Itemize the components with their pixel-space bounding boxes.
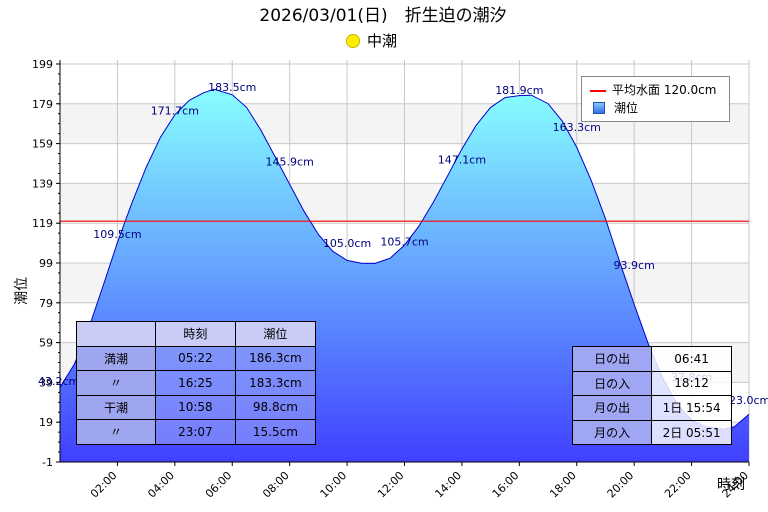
mean-line-swatch bbox=[590, 89, 606, 92]
table-row: 〃 16:25 183.3cm bbox=[75, 370, 317, 396]
row-label: 干潮 bbox=[75, 394, 157, 420]
legend-item-tide: 潮位 bbox=[590, 100, 638, 116]
x-tick-label: 20:00 bbox=[605, 469, 637, 501]
y-tick-label: 119 bbox=[32, 217, 53, 230]
row-label: 日の入 bbox=[571, 370, 653, 396]
data-label: 163.3cm bbox=[553, 121, 601, 134]
table-header-level: 潮位 bbox=[234, 321, 317, 347]
table-row: 月の入 2日 05:51 bbox=[571, 419, 732, 445]
y-tick-label: 79 bbox=[39, 297, 53, 310]
y-axis-title: 潮位 bbox=[14, 277, 30, 305]
chart-title: 2026/03/01(日) 折生迫の潮汐 bbox=[259, 6, 506, 26]
chart-legend: 平均水面 120.0cm 潮位 bbox=[581, 76, 730, 122]
tide-curve bbox=[59, 88, 750, 430]
x-tick-label: 16:00 bbox=[490, 469, 522, 501]
table-header-row: 時刻 潮位 bbox=[75, 321, 317, 347]
y-tick-label: 139 bbox=[32, 177, 53, 190]
value-cell: 1日 15:54 bbox=[651, 395, 732, 421]
x-tick-label: 12:00 bbox=[375, 469, 407, 501]
level-cell: 98.8cm bbox=[234, 394, 317, 420]
tide-area-swatch bbox=[593, 101, 605, 114]
y-tick-label: 99 bbox=[39, 257, 53, 270]
time-cell: 23:07 bbox=[155, 419, 236, 445]
legend-label-tide: 潮位 bbox=[614, 101, 639, 115]
data-label: 181.9cm bbox=[495, 84, 543, 97]
table-header-time: 時刻 bbox=[155, 321, 236, 347]
x-tick-label: 14:00 bbox=[432, 469, 464, 501]
data-label: 43.2cm bbox=[38, 375, 79, 388]
x-tick-label: 10:00 bbox=[318, 469, 350, 501]
data-label: 147.1cm bbox=[438, 153, 486, 166]
legend-item-mean-water-level: 平均水面 120.0cm bbox=[590, 82, 716, 98]
x-tick-label: 18:00 bbox=[547, 469, 579, 501]
table-row: 月の出 1日 15:54 bbox=[571, 395, 732, 421]
y-tick-label: 39 bbox=[39, 376, 53, 389]
row-label: 〃 bbox=[75, 370, 157, 396]
legend-label-mean: 平均水面 120.0cm bbox=[612, 83, 717, 97]
row-label: 日の出 bbox=[571, 346, 653, 372]
time-cell: 10:58 bbox=[155, 394, 236, 420]
table-row: 日の出 06:41 bbox=[571, 346, 732, 372]
y-tick-label: 159 bbox=[32, 138, 53, 151]
row-label: 満潮 bbox=[75, 345, 157, 371]
table-header-blank bbox=[75, 321, 157, 347]
data-label: 171.7cm bbox=[151, 104, 199, 117]
x-tick-label: 22:00 bbox=[662, 469, 694, 501]
level-cell: 15.5cm bbox=[234, 419, 317, 445]
y-tick-label: -1 bbox=[42, 456, 53, 469]
table-row: 日の入 18:12 bbox=[571, 370, 732, 396]
x-axis-title: 時刻 bbox=[717, 477, 745, 493]
tide-type-label: 中潮 bbox=[367, 32, 397, 50]
x-tick-label: 06:00 bbox=[203, 469, 235, 501]
row-label: 〃 bbox=[75, 419, 157, 445]
level-cell: 183.3cm bbox=[234, 370, 317, 396]
y-tick-label: 199 bbox=[32, 58, 53, 71]
x-tick-label: 04:00 bbox=[145, 469, 177, 501]
sun-moon-table: 日の出 06:41 日の入 18:12 月の出 1日 15:54 月の入 2日 … bbox=[571, 346, 732, 445]
high-low-tide-table: 時刻 潮位 満潮 05:22 186.3cm 〃 16:25 183.3cm 干… bbox=[75, 321, 317, 445]
y-tick-label: 59 bbox=[39, 337, 53, 350]
data-label: 145.9cm bbox=[266, 156, 314, 169]
y-tick-label: 19 bbox=[39, 416, 53, 429]
y-tick-label: 179 bbox=[32, 98, 53, 111]
data-label: 93.9cm bbox=[614, 259, 655, 272]
x-tick-label: 02:00 bbox=[88, 469, 120, 501]
data-label: 105.0cm bbox=[323, 237, 371, 250]
value-cell: 06:41 bbox=[651, 346, 732, 372]
table-row: 〃 23:07 15.5cm bbox=[75, 419, 317, 445]
value-cell: 2日 05:51 bbox=[651, 419, 732, 445]
row-label: 月の入 bbox=[571, 419, 653, 445]
data-label: 105.7cm bbox=[380, 236, 428, 249]
data-label: 183.5cm bbox=[208, 81, 256, 94]
data-label: 23.0cm bbox=[729, 394, 768, 407]
time-cell: 16:25 bbox=[155, 370, 236, 396]
row-label: 月の出 bbox=[571, 395, 653, 421]
data-label: 109.5cm bbox=[93, 228, 141, 241]
time-cell: 05:22 bbox=[155, 345, 236, 371]
level-cell: 186.3cm bbox=[234, 345, 317, 371]
x-tick-label: 08:00 bbox=[260, 469, 292, 501]
table-row: 干潮 10:58 98.8cm bbox=[75, 394, 317, 420]
value-cell: 18:12 bbox=[651, 370, 732, 396]
table-row: 満潮 05:22 186.3cm bbox=[75, 345, 317, 371]
moon-phase-icon bbox=[346, 34, 360, 48]
